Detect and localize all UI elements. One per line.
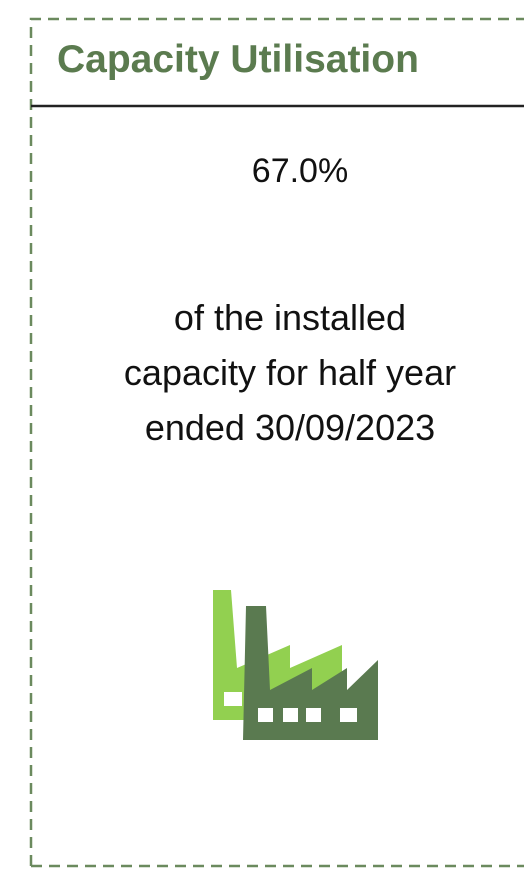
window [224,692,242,706]
window [306,708,321,722]
description-line: capacity for half year [123,352,457,393]
description-line: ended 30/09/2023 [144,407,436,448]
factory-front [243,606,378,740]
window [283,708,298,722]
metric-value: 67.0% [251,152,349,190]
description-line: of the installed [173,297,407,338]
metric-description: of the installed capacity for half year … [60,290,520,455]
dashed-border [29,17,524,866]
card-title: Capacity Utilisation [57,38,419,81]
factory-icon [213,590,378,740]
window [258,708,273,722]
window [340,708,357,722]
